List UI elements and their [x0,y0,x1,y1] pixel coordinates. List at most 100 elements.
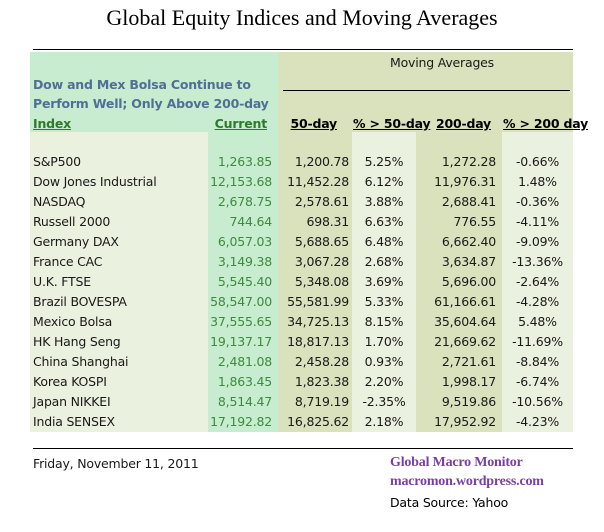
cell-200day: 2,721.61 [441,354,496,369]
cell-index: Japan NIKKEI [33,394,111,409]
cell-pct200: -6.74% [515,374,560,389]
page-title: Global Equity Indices and Moving Average… [106,5,498,30]
cell-current: 3,149.38 [217,254,272,269]
col-header-pct50: % > 50-day [353,116,431,131]
cell-pct50: 0.93% [364,354,404,369]
col-header-200day: 200-day [435,116,491,131]
cell-50day: 5,348.08 [294,274,349,289]
cell-index: China Shanghai [33,354,129,369]
cell-current: 8,514.47 [217,394,272,409]
cell-50day: 18,817.13 [287,334,349,349]
cell-50day: 16,825.62 [287,414,349,429]
group-header-moving-averages: Moving Averages [390,55,494,70]
cell-200day: 6,662.40 [441,234,496,249]
cell-50day: 2,578.61 [294,194,349,209]
cell-index: HK Hang Seng [33,334,121,349]
cell-pct200: -2.64% [515,274,560,289]
top-divider [33,49,573,50]
footer-site: macromon.wordpress.com [390,474,544,489]
cell-current: 2,481.08 [217,354,272,369]
cell-200day: 5,696.00 [441,274,496,289]
cell-200day: 1,998.17 [441,374,496,389]
cell-index: France CAC [33,254,103,269]
cell-200day: 61,166.61 [434,294,496,309]
cell-pct200: 5.48% [518,314,557,329]
cell-50day: 8,719.19 [294,394,349,409]
cell-pct200: -8.84% [515,354,560,369]
cell-pct50: 2.68% [364,254,404,269]
col-pct50-bg [352,132,416,432]
cell-50day: 5,688.65 [294,234,349,249]
cell-pct50: 6.63% [364,214,404,229]
cell-50day: 3,067.28 [294,254,349,269]
cell-current: 1,263.85 [217,154,272,169]
col-200day-bg [416,132,502,432]
footer-date: Friday, November 11, 2011 [33,456,199,471]
col-index-bg [30,132,208,432]
footer-source: Data Source: Yahoo [390,495,509,510]
cell-index: India SENSEX [33,414,115,429]
cell-pct200: -9.09% [515,234,560,249]
col-header-50day: 50-day [290,116,337,131]
cell-pct50: 2.18% [364,414,404,429]
cell-pct50: 5.33% [364,294,404,309]
cell-pct50: -2.35% [362,394,406,409]
cell-pct200: -0.36% [515,194,560,209]
col-header-pct200: % > 200 day [503,116,589,131]
cell-200day: 11,976.31 [434,174,496,189]
cell-200day: 9,519.86 [441,394,496,409]
cell-index: NASDAQ [33,194,86,209]
cell-pct200: 1.48% [518,174,557,189]
cell-pct50: 3.69% [364,274,404,289]
col-50day-bg [278,132,352,432]
cell-index: S&P500 [33,154,81,169]
cell-index: U.K. FTSE [33,274,91,289]
cell-current: 17,192.82 [210,414,272,429]
col-current-bg [208,132,278,432]
cell-pct200: -4.23% [515,414,560,429]
cell-current: 12,153.68 [210,174,272,189]
cell-pct50: 2.20% [364,374,404,389]
cell-50day: 34,725.13 [287,314,349,329]
bottom-divider [33,448,573,449]
cell-index: Brazil BOVESPA [33,294,127,309]
subtitle-line2: Perform Well; Only Above 200-day [33,96,269,111]
cell-200day: 3,634.87 [441,254,496,269]
cell-pct200: -0.66% [515,154,560,169]
cell-200day: 1,272.28 [441,154,496,169]
cell-current: 58,547.00 [210,294,272,309]
cell-pct200: -4.11% [515,214,560,229]
cell-200day: 35,604.64 [434,314,496,329]
header-left-bg [30,52,278,132]
cell-200day: 21,669.62 [434,334,496,349]
cell-pct200: -13.36% [512,254,563,269]
cell-index: Germany DAX [33,234,119,249]
cell-current: 19,137.17 [210,334,272,349]
cell-pct200: -4.28% [515,294,560,309]
cell-current: 5,545.40 [217,274,272,289]
cell-50day: 1,823.38 [294,374,349,389]
cell-200day: 776.55 [453,214,496,229]
cell-50day: 11,452.28 [287,174,349,189]
cell-current: 37,555.65 [210,314,272,329]
cell-pct50: 5.25% [364,154,404,169]
col-header-current: Current [214,116,268,131]
header-right-bg [278,52,573,132]
cell-current: 744.64 [229,214,272,229]
col-pct200-bg [502,132,573,432]
cell-pct50: 6.12% [364,174,404,189]
cell-current: 1,863.45 [217,374,272,389]
cell-current: 2,678.75 [217,194,272,209]
cell-50day: 1,200.78 [294,154,349,169]
cell-pct50: 1.70% [364,334,404,349]
footer-brand: Global Macro Monitor [390,455,523,470]
cell-index: Korea KOSPI [33,374,107,389]
cell-index: Mexico Bolsa [33,314,113,329]
cell-pct50: 8.15% [364,314,404,329]
group-header-underline [283,90,570,91]
cell-current: 6,057.03 [217,234,272,249]
cell-pct50: 3.88% [364,194,404,209]
cell-pct200: -11.69% [512,334,563,349]
cell-50day: 55,581.99 [287,294,349,309]
